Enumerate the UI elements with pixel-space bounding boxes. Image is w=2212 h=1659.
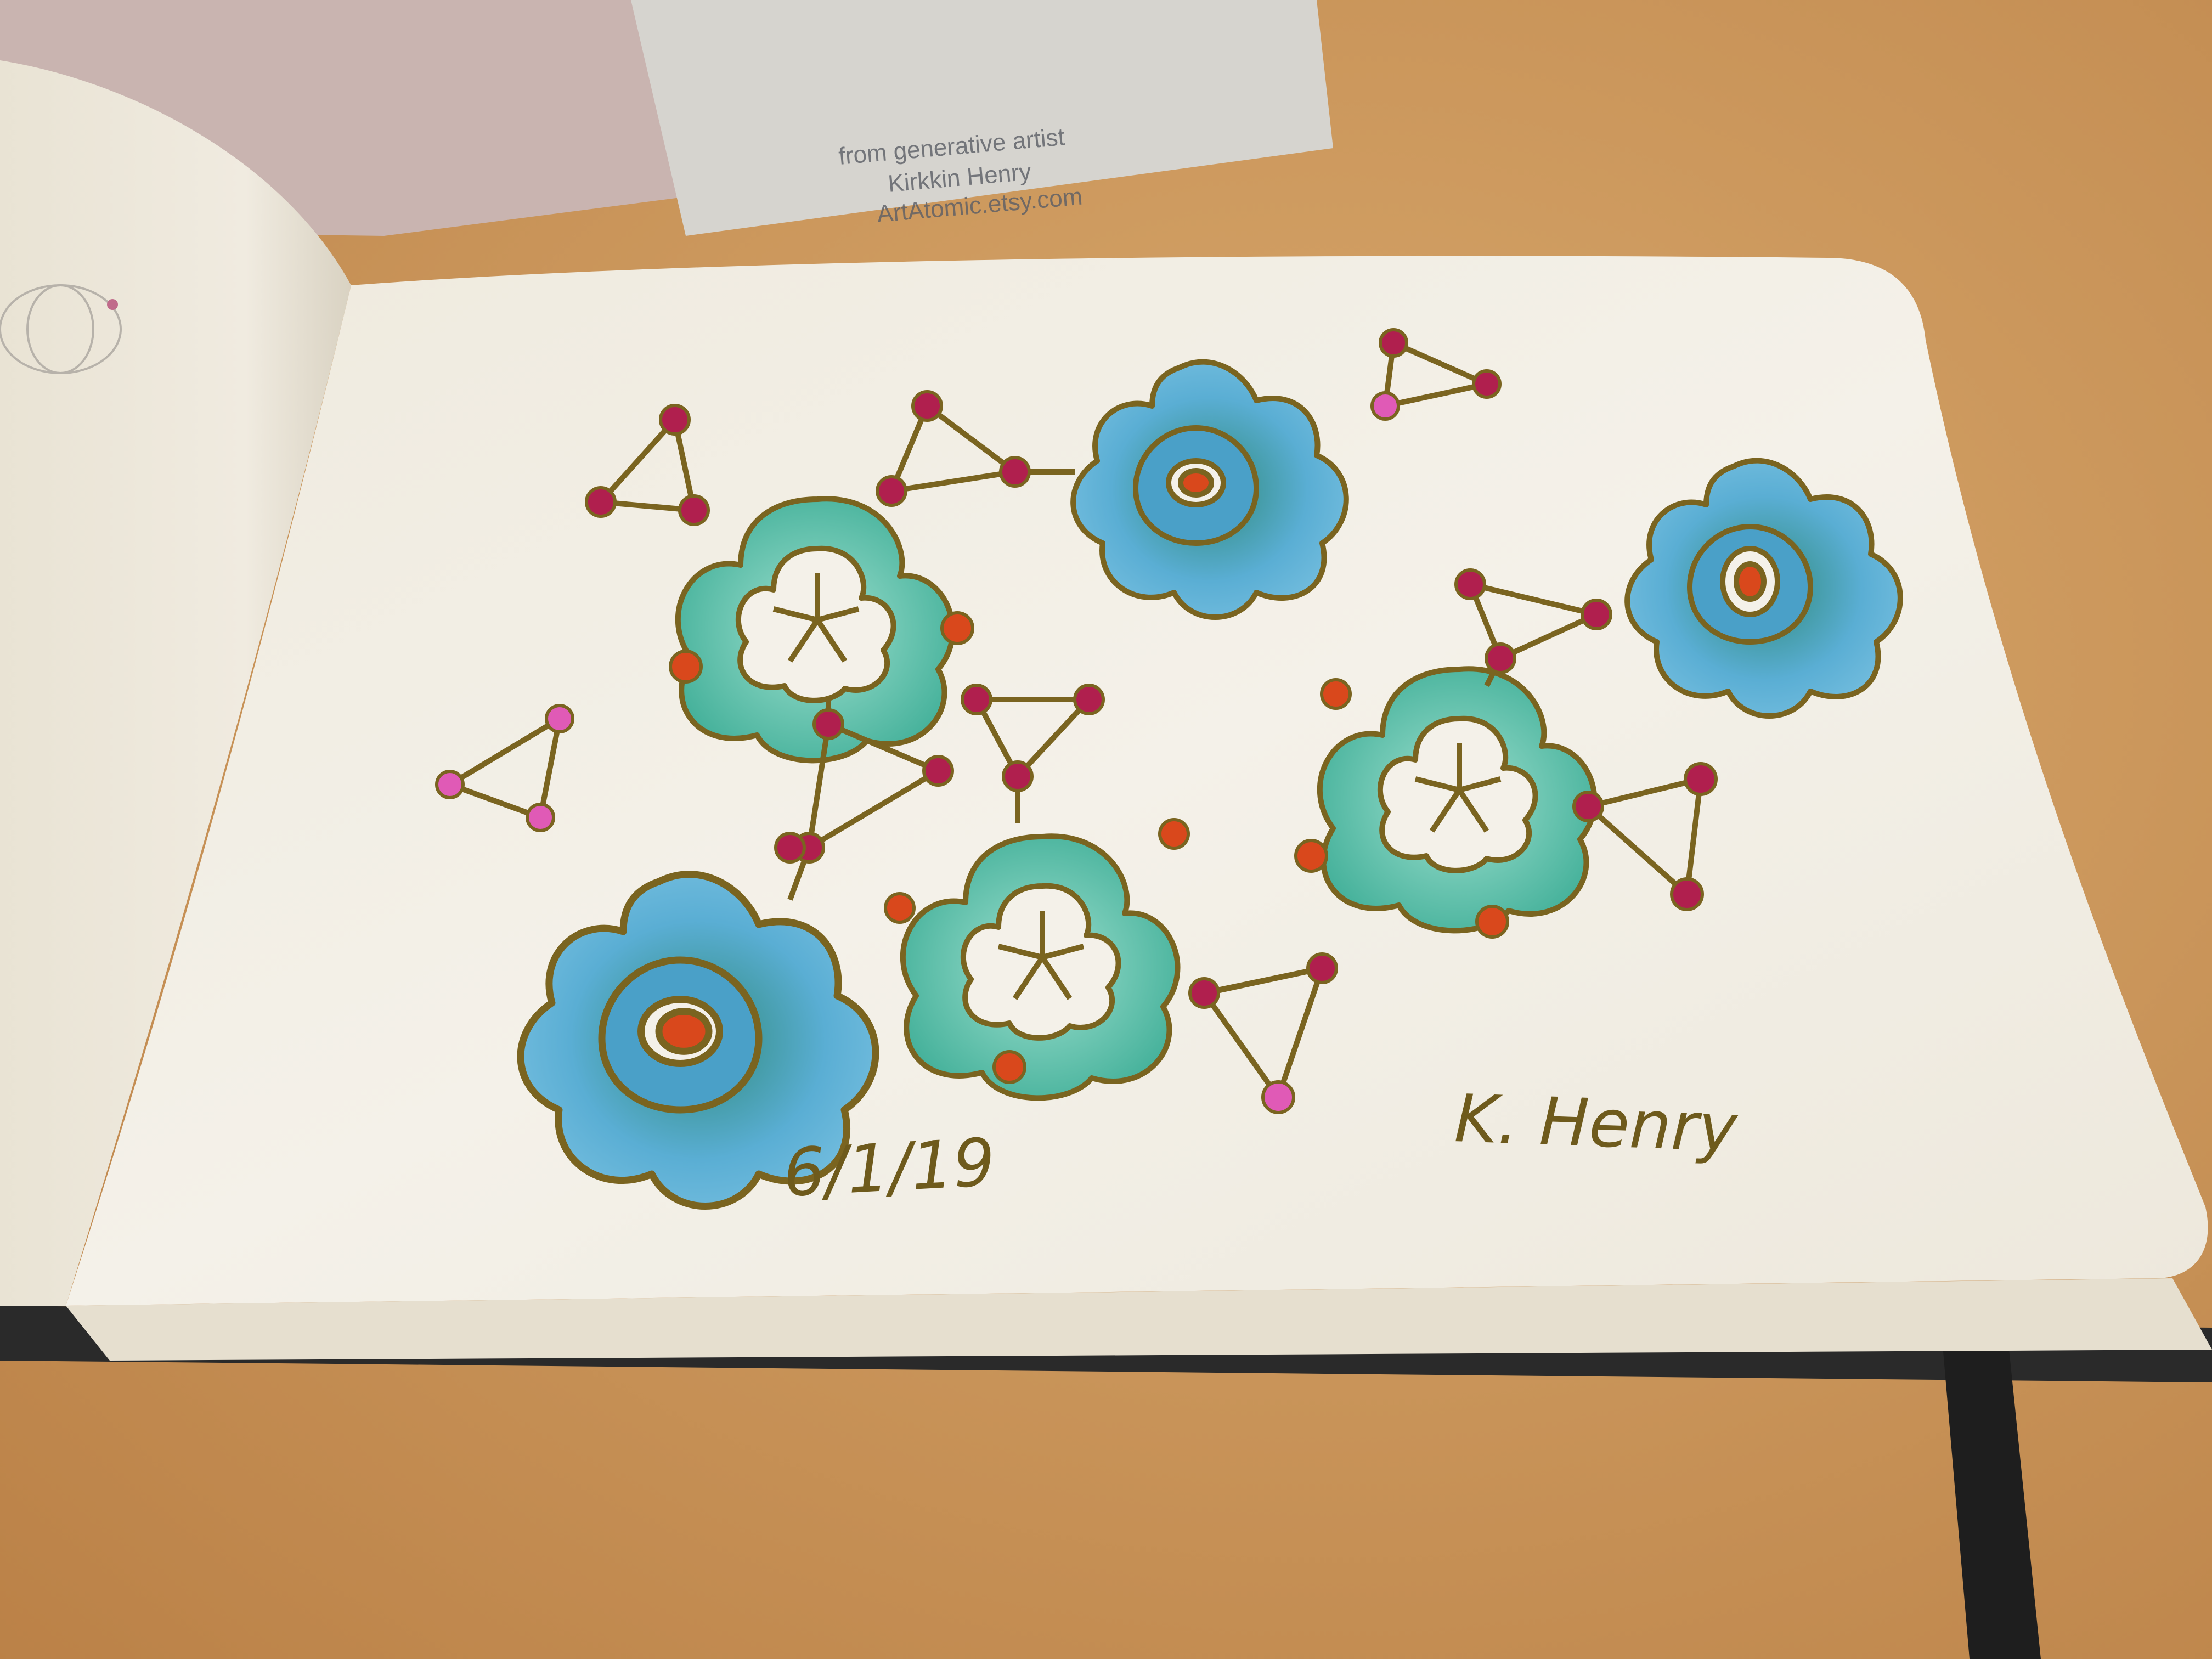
artist-signature: K. Henry (1453, 1081, 1740, 1167)
dot (1158, 818, 1190, 850)
dot (1370, 391, 1400, 421)
dot (545, 704, 574, 733)
dot (585, 486, 617, 518)
dot (1475, 905, 1509, 939)
dot (911, 390, 943, 422)
dot (678, 494, 710, 526)
dot (876, 475, 907, 507)
triangle-3 (1383, 340, 1489, 409)
blue-flower-2 (1624, 458, 1903, 719)
dot (1472, 369, 1502, 399)
dot (1684, 762, 1718, 796)
triangle-6 (974, 697, 1092, 779)
dot (1670, 877, 1704, 911)
triangle-4 (447, 716, 562, 820)
teal-flower-3 (1317, 666, 1598, 934)
triangle-1 (598, 417, 697, 513)
blue-flower-1 (1070, 359, 1349, 620)
dot (884, 892, 916, 924)
teal-flower-1 (675, 496, 956, 764)
blue-flower-3 (517, 871, 879, 1210)
dot (992, 1050, 1026, 1084)
triangle-2 (889, 403, 1018, 494)
dot (669, 650, 703, 684)
dot (1572, 791, 1604, 822)
triangle-8 (1585, 776, 1703, 897)
page-stack (66, 1278, 2212, 1361)
dot (1073, 684, 1105, 715)
dot (999, 456, 1031, 488)
dot (922, 755, 954, 787)
left-page-sketch (0, 284, 122, 374)
dot (1261, 1080, 1295, 1114)
dot (1320, 678, 1352, 710)
dot (659, 404, 691, 436)
dot (1581, 599, 1612, 630)
elastic-band (1942, 1339, 2041, 1659)
dot (1188, 977, 1220, 1009)
dot (940, 611, 974, 645)
date-inscription: 6/1/19 (781, 1125, 997, 1212)
dot (1379, 328, 1408, 358)
triangle-7 (1468, 582, 1599, 661)
dot (1306, 952, 1338, 984)
dot (435, 770, 465, 799)
dot (1002, 760, 1034, 792)
dot (1485, 642, 1516, 674)
dot (1294, 839, 1328, 873)
dot (961, 684, 992, 715)
dot (526, 803, 555, 832)
dot (812, 708, 844, 740)
dot (1454, 568, 1486, 600)
left-page (0, 60, 351, 1306)
ink-dots (435, 328, 1718, 1114)
teal-flower-2 (900, 833, 1181, 1101)
triangle-5 (806, 721, 941, 850)
ink-drawing (447, 340, 1903, 1210)
dot (774, 832, 806, 864)
